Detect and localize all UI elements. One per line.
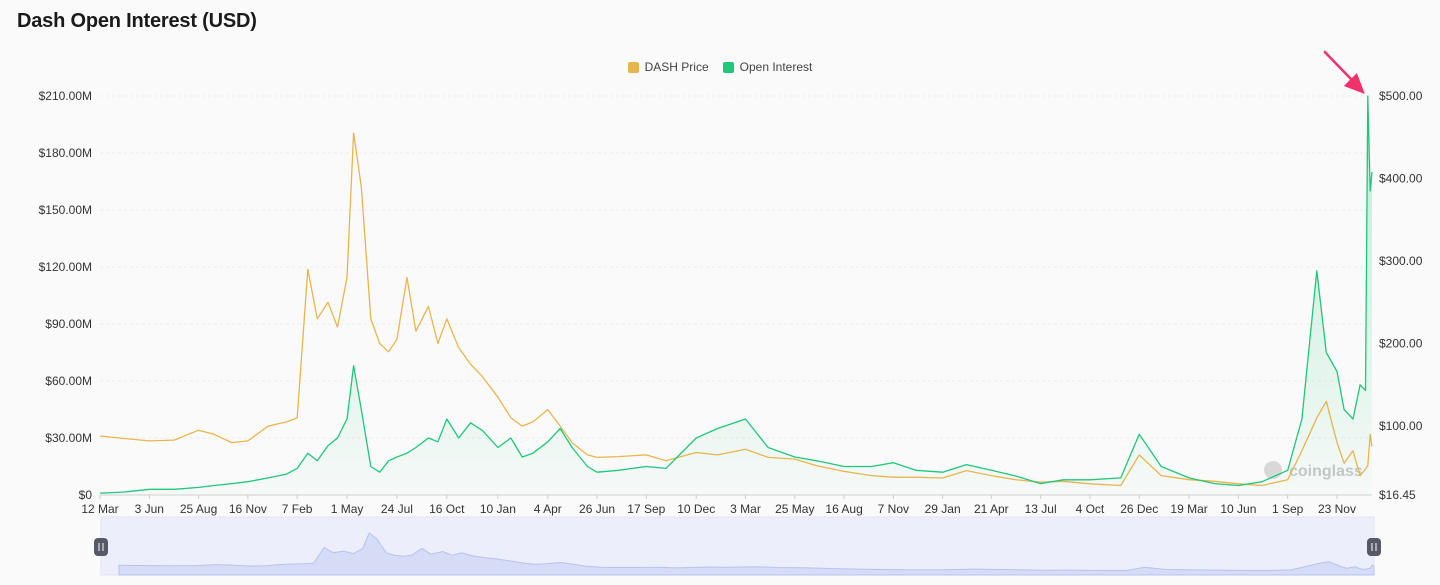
- x-tick-label: 16 Oct: [429, 502, 465, 516]
- x-axis: 12 Mar 3 Jun 25 Aug 16 Nov 7 Feb 1 May 24 Jul 1…: [81, 495, 1356, 516]
- navigator-handle-body: [1367, 538, 1381, 556]
- y-right-tick-label: $400.00: [1379, 172, 1423, 186]
- legend-label-price: DASH Price: [644, 60, 709, 74]
- y-right-tick-label: $100.00: [1379, 419, 1423, 433]
- y-left-tick-label: $30.00M: [45, 431, 92, 445]
- y-right-tick-label: $16.45: [1379, 488, 1416, 502]
- x-tick-label: 26 Jun: [579, 502, 615, 516]
- x-tick-label: 16 Nov: [229, 502, 267, 516]
- navigator-series: [118, 532, 1375, 576]
- plot-series: [99, 95, 1373, 495]
- x-tick-label: 1 Sep: [1272, 502, 1304, 516]
- x-tick-label: 12 Mar: [81, 502, 118, 516]
- navigator-handle-right[interactable]: [1367, 538, 1381, 556]
- legend-item-price[interactable]: DASH Price: [627, 60, 709, 74]
- x-tick-label: 3 Mar: [730, 502, 761, 516]
- x-tick-label: 19 Mar: [1170, 502, 1207, 516]
- navigator-handle-left[interactable]: [94, 538, 108, 556]
- x-tick-label: 23 Nov: [1318, 502, 1356, 516]
- x-tick-label: 25 Aug: [180, 502, 217, 516]
- open-interest-area: [100, 96, 1372, 495]
- y-left-tick-label: $180.00M: [39, 146, 92, 160]
- y-axis-right: $16.45 $100.00 $200.00 $300.00 $400.00 $500.0…: [1379, 89, 1423, 502]
- x-tick-label: 24 Jul: [381, 502, 413, 516]
- y-left-tick-label: $120.00M: [39, 260, 92, 274]
- x-tick-label: 13 Jul: [1025, 502, 1057, 516]
- y-axis-left: $0 $30.00M $60.00M $90.00M $120.00M $150.00M $…: [39, 89, 93, 502]
- y-right-tick-label: $200.00: [1379, 337, 1423, 351]
- y-left-tick-label: $0: [79, 488, 93, 502]
- navigator-handle-body: [94, 538, 108, 556]
- annotation-arrow-head: [1343, 73, 1365, 94]
- x-tick-label: 3 Jun: [135, 502, 164, 516]
- legend: DASH Price Open Interest: [0, 60, 1440, 74]
- legend-swatch-price: [627, 61, 639, 73]
- y-left-tick-label: $150.00M: [39, 203, 92, 217]
- x-tick-label: 29 Jan: [925, 502, 961, 516]
- annotation-arrow-shaft: [1323, 50, 1357, 85]
- legend-swatch-oi: [722, 61, 734, 73]
- open-interest-line: [99, 95, 1373, 494]
- dash-price-line: [99, 132, 1373, 487]
- y-right-tick-label: $500.00: [1379, 89, 1423, 103]
- x-tick-label: 26 Dec: [1120, 502, 1158, 516]
- y-left-tick-label: $60.00M: [45, 374, 92, 388]
- page-title: Dash Open Interest (USD): [17, 10, 257, 32]
- x-tick-label: 16 Aug: [825, 502, 862, 516]
- y-left-tick-label: $90.00M: [45, 317, 92, 331]
- y-right-tick-label: $300.00: [1379, 254, 1423, 268]
- x-tick-label: 21 Apr: [974, 502, 1009, 516]
- range-navigator[interactable]: [94, 516, 1381, 576]
- x-tick-label: 4 Oct: [1076, 502, 1105, 516]
- x-tick-label: 10 Jun: [1220, 502, 1256, 516]
- x-tick-label: 1 May: [331, 502, 364, 516]
- x-tick-label: 17 Sep: [627, 502, 665, 516]
- x-tick-label: 10 Jan: [480, 502, 516, 516]
- legend-label-oi: Open Interest: [739, 60, 813, 74]
- legend-item-oi[interactable]: Open Interest: [722, 60, 813, 74]
- x-tick-label: 4 Apr: [534, 502, 562, 516]
- x-tick-label: 25 May: [775, 502, 814, 516]
- x-tick-label: 10 Dec: [677, 502, 715, 516]
- x-tick-label: 7 Nov: [878, 502, 909, 516]
- annotation-arrow-icon: [1323, 50, 1365, 94]
- x-tick-label: 7 Feb: [282, 502, 313, 516]
- y-left-tick-label: $210.00M: [39, 89, 92, 103]
